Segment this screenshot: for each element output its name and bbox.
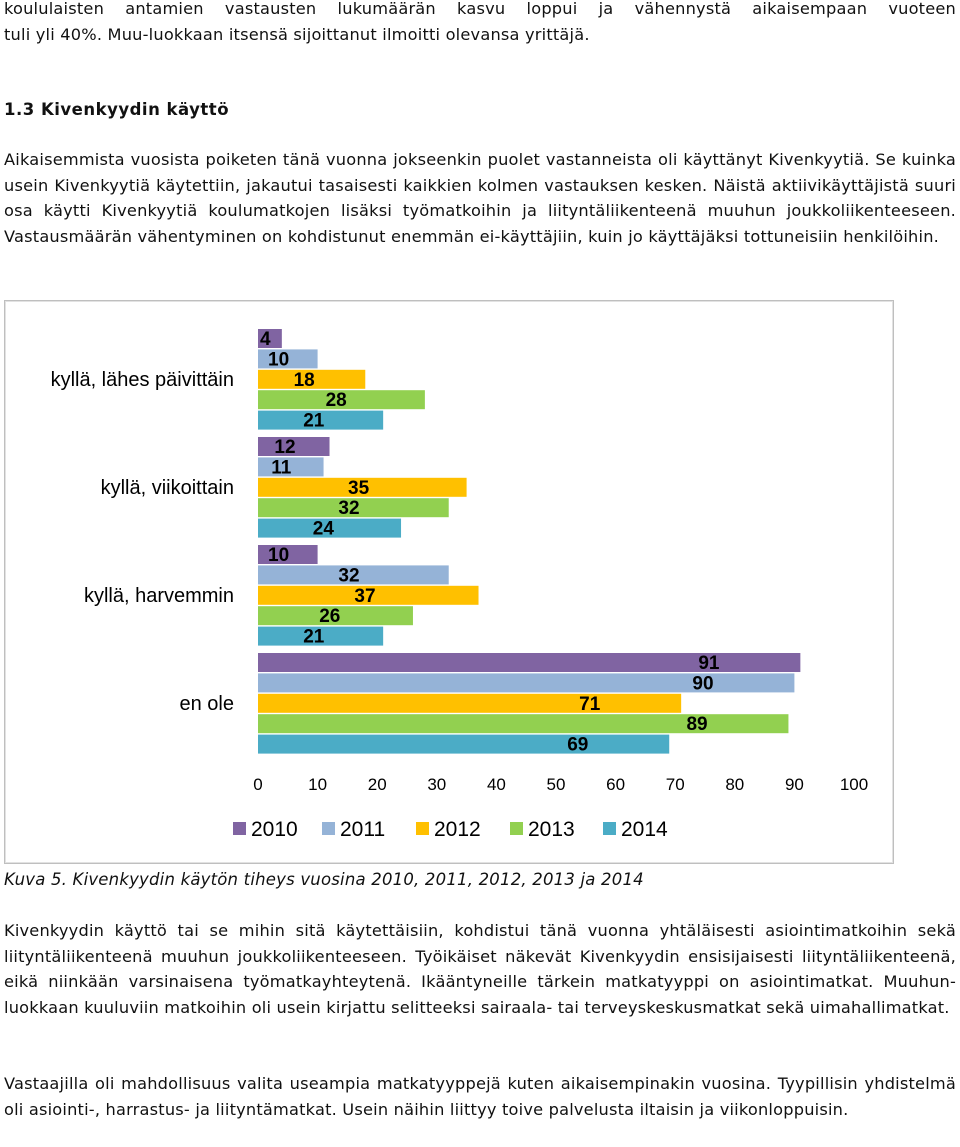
legend-label: 2012 — [434, 818, 481, 841]
data-label: 90 — [692, 673, 713, 694]
x-tick-label: 80 — [725, 775, 744, 794]
bar-2010 — [258, 653, 801, 672]
bar-2010 — [258, 545, 318, 564]
legend-label: 2013 — [528, 818, 575, 841]
data-label: 18 — [294, 370, 315, 391]
data-label: 71 — [579, 694, 601, 715]
paragraph-1: Aikaisemmista vuosista poiketen tänä vuo… — [4, 150, 956, 246]
paragraph-3: Vastaajilla oli mahdollisuus valita usea… — [4, 1074, 956, 1119]
x-tick-label: 20 — [368, 775, 387, 794]
data-label: 28 — [326, 390, 347, 411]
intro-paragraph: koululaisten antamien vastausten lukumää… — [4, 0, 956, 47]
data-label: 37 — [354, 586, 375, 607]
x-tick-label: 100 — [840, 775, 868, 794]
section-title: Kivenkyydin käyttö — [40, 100, 230, 119]
x-tick-label: 30 — [427, 775, 446, 794]
bar-2013 — [258, 714, 789, 734]
intro-line-1: koululaisten antamien vastausten lukumää… — [4, 0, 956, 18]
bar-2012 — [258, 585, 479, 605]
bar-2012 — [258, 477, 467, 497]
data-label: 32 — [338, 498, 359, 519]
data-label: 26 — [319, 606, 340, 627]
bar-2011 — [258, 565, 449, 585]
category-label: kyllä, lähes päivittäin — [51, 369, 234, 391]
legend-label: 2014 — [621, 818, 668, 841]
legend-swatch-2013 — [510, 822, 523, 835]
bar-2013 — [258, 606, 413, 626]
bar-2011 — [258, 349, 318, 369]
legend-label: 2011 — [340, 818, 385, 841]
figure-caption: Kuva 5. Kivenkyydin käytön tiheys vuosin… — [4, 870, 644, 889]
category-label: en ole — [180, 693, 235, 715]
data-label: 21 — [303, 627, 325, 648]
legend-swatch-2010 — [233, 822, 246, 835]
x-tick-label: 40 — [487, 775, 506, 794]
data-label: 21 — [303, 411, 325, 432]
bar-2011 — [258, 457, 324, 477]
intro-line-2: tuli yli 40%. Muu-luokkaan itsensä sijoi… — [4, 24, 590, 44]
legend-swatch-2011 — [322, 822, 335, 835]
category-label: kyllä, viikoittain — [101, 477, 234, 499]
section-number: 1.3 — [4, 100, 35, 119]
bar-2012 — [258, 369, 366, 389]
section-heading: 1.3 Kivenkyydin käyttö — [4, 100, 229, 119]
x-tick-label: 90 — [785, 775, 804, 794]
bar-2013 — [258, 390, 425, 410]
category-label: kyllä, harvemmin — [84, 585, 234, 607]
x-tick-label: 70 — [666, 775, 685, 794]
x-tick-label: 50 — [547, 775, 566, 794]
chart-frame: kyllä, lähes päivittäin 4 10 18 28 21 kyllä, v… — [4, 300, 894, 864]
bar-2014 — [258, 626, 384, 646]
data-label: 10 — [268, 545, 289, 566]
legend-label: 2010 — [251, 818, 298, 841]
data-label: 4 — [260, 329, 271, 350]
data-label: 32 — [338, 565, 359, 586]
bar-2010 — [258, 329, 282, 348]
x-tick-label: 0 — [253, 775, 262, 794]
bar-2012 — [258, 693, 682, 713]
paragraph-2: Kivenkyydin käyttö tai se mihin sitä käy… — [4, 921, 956, 1017]
bar-2014 — [258, 518, 402, 538]
x-tick-label: 60 — [606, 775, 625, 794]
bar-2014 — [258, 410, 384, 430]
legend-swatch-2012 — [416, 822, 429, 835]
data-label: 11 — [271, 457, 292, 478]
data-label: 91 — [698, 653, 720, 674]
bar-2011 — [258, 673, 795, 693]
data-label: 24 — [313, 519, 335, 540]
data-label: 89 — [686, 714, 707, 735]
bar-2013 — [258, 498, 449, 518]
x-tick-label: 10 — [308, 775, 327, 794]
data-label: 35 — [348, 478, 370, 499]
data-label: 10 — [268, 349, 289, 370]
data-label: 69 — [567, 735, 588, 756]
bar-2010 — [258, 437, 330, 456]
data-label: 12 — [274, 437, 295, 458]
bar-2014 — [258, 734, 670, 754]
legend-swatch-2014 — [603, 822, 616, 835]
